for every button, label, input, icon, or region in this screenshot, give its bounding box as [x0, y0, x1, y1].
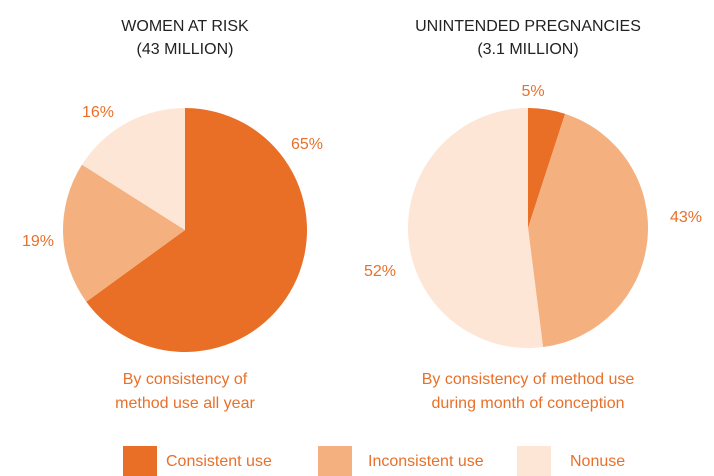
legend-swatch	[318, 446, 352, 476]
pie-slice	[63, 164, 185, 302]
caption: method use all year	[115, 395, 255, 412]
caption: By consistency of	[123, 371, 248, 388]
chart-subtitle: (43 MILLION)	[137, 41, 234, 58]
caption: during month of conception	[431, 395, 624, 412]
data-label: 5%	[521, 83, 544, 100]
data-label: 52%	[364, 263, 396, 280]
data-label: 16%	[82, 104, 114, 121]
legend-label: Consistent use	[166, 453, 272, 470]
legend-swatch	[517, 446, 551, 476]
chart-title: UNINTENDED PREGNANCIES	[415, 18, 641, 35]
legend-label: Inconsistent use	[368, 453, 484, 470]
caption: By consistency of method use	[422, 371, 635, 388]
pie-slice	[528, 113, 649, 348]
pie-slice	[408, 108, 544, 348]
chart-subtitle: (3.1 MILLION)	[477, 41, 578, 58]
pie-slice	[81, 108, 185, 230]
data-label: 19%	[22, 233, 54, 250]
data-label: 65%	[291, 136, 323, 153]
chart-title: WOMEN AT RISK	[121, 18, 249, 35]
legend-label: Nonuse	[570, 453, 625, 470]
legend-swatch	[123, 446, 157, 476]
data-label: 43%	[670, 209, 702, 226]
pie-slice	[528, 108, 566, 228]
pie-slice	[86, 108, 307, 353]
